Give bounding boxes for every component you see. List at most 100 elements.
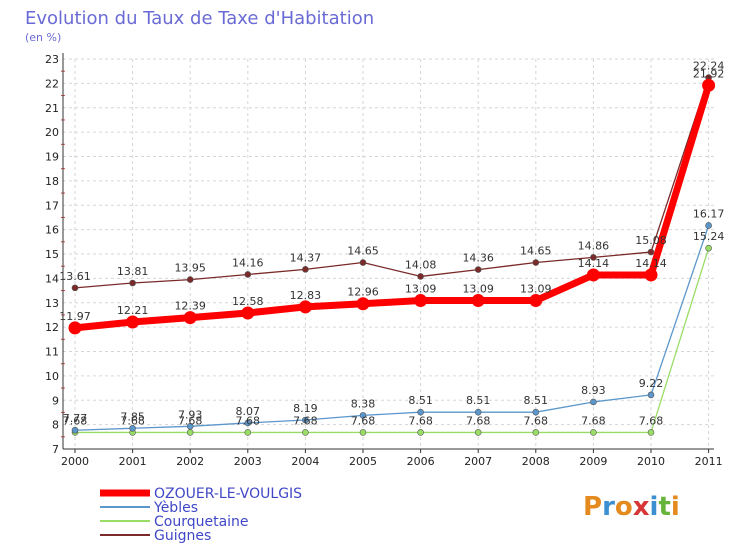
y-tick-label: 12 <box>45 321 59 334</box>
data-point <box>705 244 712 252</box>
proxiti-logo: Proxiti <box>583 492 680 522</box>
data-label: 7.68 <box>178 414 203 427</box>
data-point <box>244 271 252 278</box>
data-point <box>71 284 79 292</box>
x-tick-label: 2008 <box>522 455 550 468</box>
data-label: 8.51 <box>524 394 549 407</box>
data-label: 7.68 <box>120 414 145 427</box>
data-label: 14.08 <box>405 258 437 271</box>
data-label: 8.51 <box>408 394 433 407</box>
legend-label: Yèbles <box>153 500 198 516</box>
data-point <box>647 429 655 436</box>
data-label: 12.21 <box>117 304 149 317</box>
data-label: 7.68 <box>236 414 261 427</box>
x-tick-label: 2007 <box>464 455 492 468</box>
data-label: 8.38 <box>351 397 376 410</box>
data-point <box>529 294 543 308</box>
data-point <box>129 279 136 287</box>
data-point <box>186 276 194 283</box>
data-label: 14.37 <box>290 251 322 264</box>
data-point <box>129 424 136 432</box>
y-tick-label: 14 <box>45 272 59 285</box>
data-label: 21.92 <box>693 67 725 80</box>
data-label: 7.85 <box>120 410 145 423</box>
data-label: 14.14 <box>578 257 610 270</box>
data-label: 11.97 <box>59 310 91 323</box>
x-tick-label: 2004 <box>291 455 319 468</box>
data-point <box>414 294 428 308</box>
y-tick-label: 23 <box>45 53 59 66</box>
data-point <box>244 429 252 436</box>
data-point <box>474 408 482 416</box>
axes: 7 8 9 10 11 12 13 14 15 16 17 18 19 20 21 22 23 2000 2001 2… <box>45 53 723 468</box>
y-tick-label: 16 <box>45 224 59 237</box>
data-labels: 7.68 7.68 7.68 7.68 7.68 7.68 7.68 7.68 7.68 7.68… <box>59 60 724 428</box>
data-label: 14.65 <box>520 245 552 258</box>
series-line <box>75 247 710 434</box>
series-line <box>74 225 710 431</box>
y-tick-label: 15 <box>45 248 59 261</box>
grid-lines <box>63 58 714 449</box>
data-point <box>186 429 194 436</box>
data-label: 13.61 <box>59 270 91 283</box>
data-label: 22.24 <box>693 60 725 73</box>
series-guignes <box>71 74 712 292</box>
data-label: 7.68 <box>639 414 664 427</box>
y-tick-label: 8 <box>52 419 59 432</box>
data-point <box>302 429 309 436</box>
chart-subtitle: (en %) <box>25 31 61 44</box>
data-point <box>644 268 658 282</box>
data-label: 13.09 <box>462 283 494 296</box>
y-tick-label: 13 <box>45 297 59 310</box>
data-point <box>417 273 424 280</box>
data-point <box>68 321 82 335</box>
data-label: 7.68 <box>524 414 549 427</box>
data-label: 7.93 <box>178 408 203 421</box>
data-point <box>359 259 367 266</box>
series-line <box>74 84 712 332</box>
data-label: 7.68 <box>408 414 433 427</box>
data-point <box>359 412 367 419</box>
data-label: 14.16 <box>232 256 264 269</box>
x-tick-label: 2002 <box>176 455 204 468</box>
y-tick-label: 19 <box>45 151 59 164</box>
x-tick-label: 2006 <box>407 455 435 468</box>
series-ozouer-le-voulgis <box>68 78 716 335</box>
data-point <box>126 315 140 329</box>
data-label: 14.14 <box>635 257 667 270</box>
data-label: 12.58 <box>232 295 264 308</box>
data-point <box>417 408 424 416</box>
y-tick-label: 10 <box>45 370 59 383</box>
y-tick-label: 20 <box>45 126 59 139</box>
data-point <box>183 311 197 325</box>
data-label: 12.39 <box>174 300 206 313</box>
data-point <box>302 266 309 273</box>
series-y-bles <box>71 222 712 434</box>
data-point <box>302 416 309 424</box>
x-tick-label: 2001 <box>119 455 147 468</box>
data-label: 13.09 <box>405 283 437 296</box>
y-tick-label: 9 <box>52 394 59 407</box>
data-label: 16.17 <box>693 207 725 220</box>
data-point <box>298 300 312 314</box>
series-line <box>74 77 710 289</box>
data-label: 14.86 <box>578 239 610 252</box>
y-tick-label: 7 <box>52 443 59 456</box>
logo-text: Proxiti <box>583 492 680 522</box>
data-point <box>590 429 597 436</box>
x-tick-label: 2005 <box>349 455 377 468</box>
data-label: 7.68 <box>466 414 491 427</box>
data-label: 8.07 <box>236 405 261 418</box>
data-point <box>590 254 597 261</box>
data-label: 12.96 <box>347 286 379 299</box>
data-point <box>474 266 482 273</box>
data-label: 14.36 <box>462 252 494 265</box>
data-label: 7.68 <box>63 414 88 427</box>
y-tick-label: 21 <box>45 102 59 115</box>
data-label: 13.09 <box>520 283 552 296</box>
x-tick-label: 2000 <box>61 455 89 468</box>
data-label: 12.83 <box>290 289 322 302</box>
data-point <box>244 419 252 427</box>
